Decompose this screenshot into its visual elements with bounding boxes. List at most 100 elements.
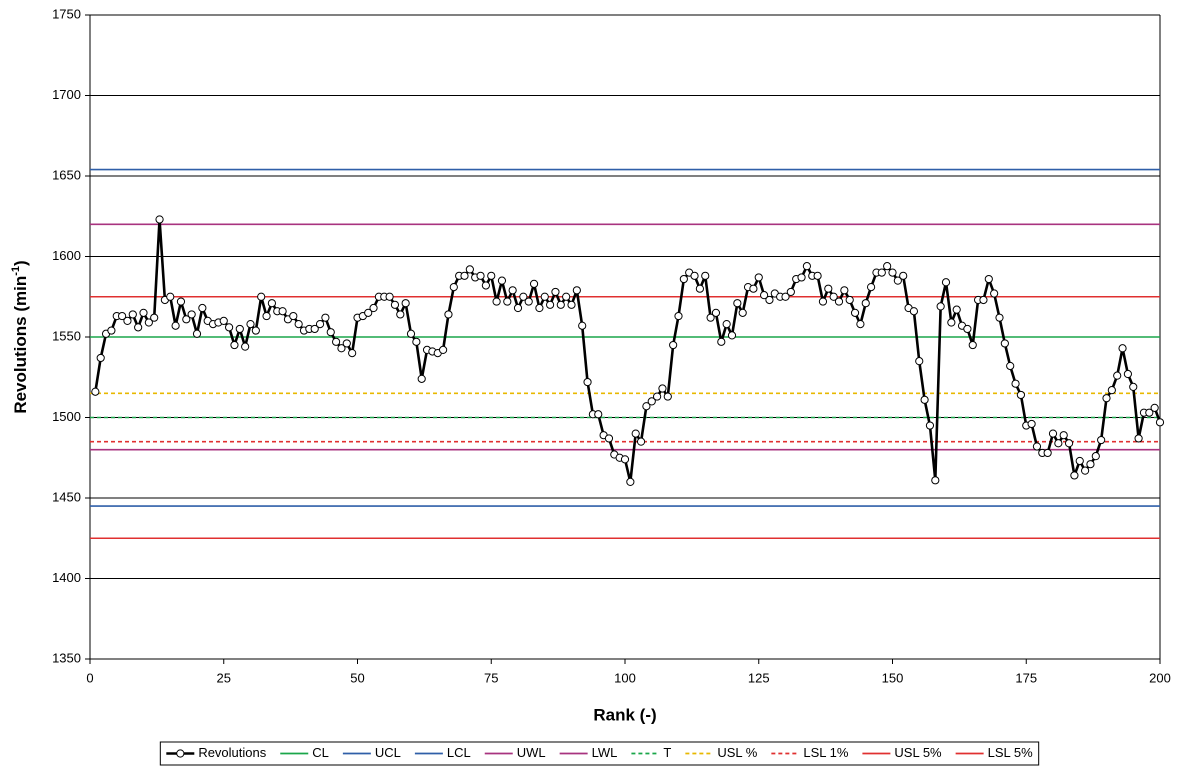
data-point <box>861 299 870 308</box>
legend-item: LCL <box>414 745 471 760</box>
data-point <box>524 297 533 306</box>
y-tick-label: 1450 <box>52 489 81 504</box>
data-point <box>401 299 410 308</box>
data-point <box>813 271 822 280</box>
data-point <box>829 292 838 301</box>
data-point <box>540 292 549 301</box>
data-point <box>786 287 795 297</box>
data-point <box>487 271 496 280</box>
data-point <box>1016 390 1026 400</box>
legend-label: LWL <box>592 745 618 760</box>
data-point <box>797 273 806 282</box>
data-point <box>567 300 576 309</box>
x-tick-label: 100 <box>614 670 636 685</box>
data-point <box>551 287 560 297</box>
data-point <box>1113 371 1122 380</box>
data-point <box>348 349 357 358</box>
data-point <box>155 215 164 224</box>
data-point <box>733 299 742 308</box>
data-point <box>867 282 876 292</box>
legend-label: USL 5% <box>894 745 942 760</box>
data-point <box>262 311 271 321</box>
legend-item: UCL <box>342 745 401 760</box>
x-tick-label: 150 <box>882 670 904 685</box>
data-point <box>765 295 774 305</box>
data-point <box>931 476 940 485</box>
data-point <box>187 310 196 319</box>
data-point <box>604 434 614 443</box>
data-point <box>166 292 175 301</box>
data-point <box>1059 431 1068 440</box>
data-point <box>246 320 255 329</box>
data-point <box>888 268 897 277</box>
legend-label: UWL <box>517 745 546 760</box>
data-point <box>856 320 865 329</box>
data-point <box>230 340 239 350</box>
data-point <box>267 299 276 308</box>
data-point <box>941 278 951 287</box>
data-point <box>251 326 260 335</box>
y-tick-label: 1750 <box>52 6 81 21</box>
data-point <box>315 320 325 329</box>
data-point <box>278 307 287 316</box>
data-point <box>321 313 330 322</box>
data-point <box>481 281 490 290</box>
data-point <box>118 311 127 321</box>
data-point <box>701 271 710 280</box>
data-point <box>364 308 373 317</box>
data-point <box>663 392 672 401</box>
data-point <box>947 318 956 327</box>
legend-label: UCL <box>375 745 401 760</box>
legend-item: Revolutions <box>166 745 267 760</box>
data-point <box>594 410 603 419</box>
data-point <box>562 292 571 301</box>
data-point <box>444 310 453 319</box>
data-point <box>1027 419 1036 429</box>
data-point <box>631 429 640 438</box>
legend-item: CL <box>280 745 329 760</box>
data-point <box>995 313 1004 322</box>
data-point <box>909 307 919 316</box>
data-point <box>653 392 662 401</box>
data-point <box>385 292 394 301</box>
data-point <box>818 297 828 306</box>
legend-item: T <box>631 745 671 760</box>
data-point <box>171 321 180 330</box>
y-axis-title-sup: -1 <box>10 266 22 276</box>
data-point <box>1129 382 1138 392</box>
y-axis-title: Revolutions (min-1) <box>10 260 31 413</box>
data-point <box>219 316 228 325</box>
y-tick-label: 1400 <box>52 570 81 585</box>
data-point <box>123 316 132 325</box>
data-point <box>492 297 501 306</box>
data-point <box>139 308 148 317</box>
data-point <box>877 268 886 277</box>
legend-label: LCL <box>447 745 471 760</box>
x-tick-label: 25 <box>217 670 231 685</box>
data-point <box>738 308 747 317</box>
data-point <box>1054 439 1063 448</box>
y-tick-label: 1650 <box>52 167 81 182</box>
data-point <box>578 321 587 330</box>
data-point <box>824 284 833 293</box>
data-point <box>556 300 565 309</box>
data-point <box>760 291 769 300</box>
data-point <box>845 295 854 305</box>
data-point <box>690 271 699 280</box>
data-point <box>834 297 844 306</box>
data-point <box>658 384 667 393</box>
y-tick-label: 1700 <box>52 87 81 102</box>
data-point <box>679 274 688 284</box>
data-point <box>1155 418 1165 427</box>
data-point <box>310 324 319 334</box>
data-point <box>952 305 961 314</box>
data-point <box>963 324 972 334</box>
data-point <box>642 402 651 411</box>
data-point <box>439 345 448 354</box>
data-point <box>460 271 469 280</box>
data-point <box>1075 456 1084 466</box>
data-point <box>781 292 790 301</box>
x-tick-label: 75 <box>484 670 498 685</box>
data-point <box>497 276 507 285</box>
